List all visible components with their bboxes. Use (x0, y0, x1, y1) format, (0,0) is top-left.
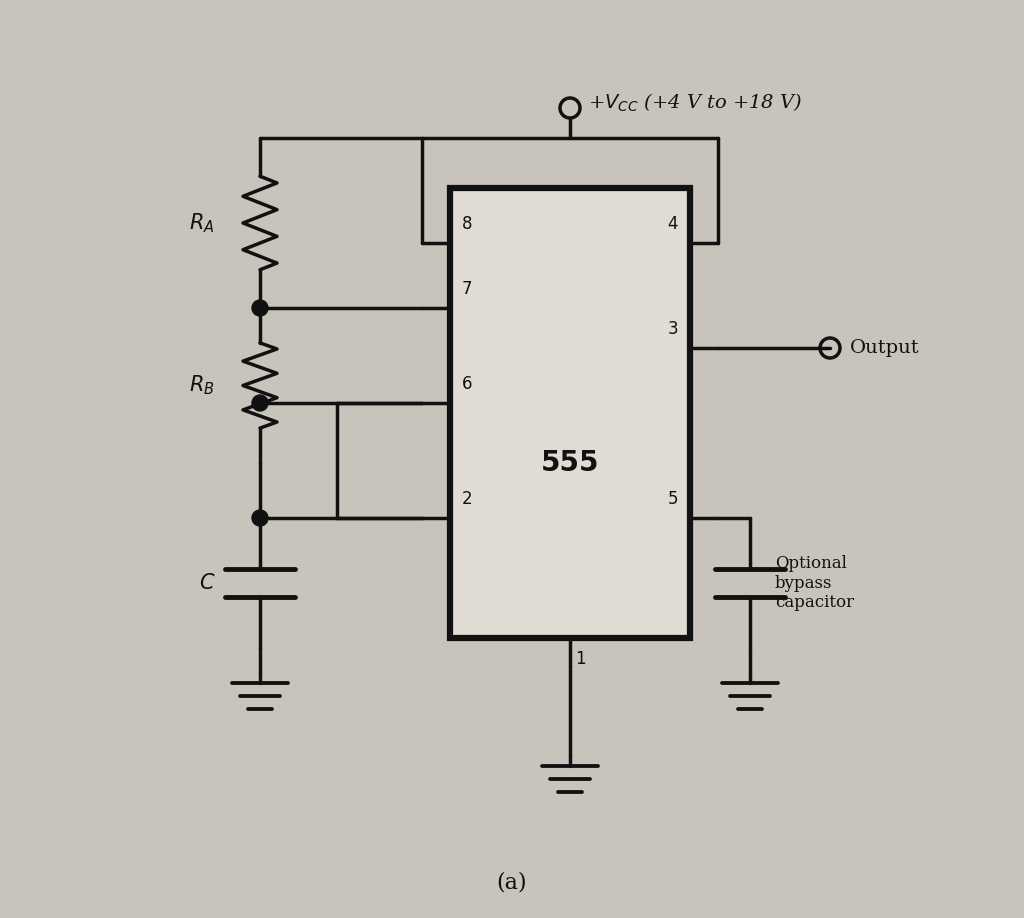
Text: 3: 3 (668, 320, 678, 338)
Text: $R_A$: $R_A$ (189, 211, 215, 235)
Text: +$V_{CC}$ (+4 V to +18 V): +$V_{CC}$ (+4 V to +18 V) (588, 92, 802, 114)
Text: 6: 6 (462, 375, 472, 393)
Text: 4: 4 (668, 215, 678, 233)
Text: 2: 2 (462, 490, 473, 508)
Text: 8: 8 (462, 215, 472, 233)
Text: 555: 555 (541, 449, 599, 477)
Text: 5: 5 (668, 490, 678, 508)
Circle shape (252, 510, 268, 526)
Bar (450, 188, 690, 638)
Text: 1: 1 (575, 650, 586, 668)
Text: 7: 7 (462, 280, 472, 298)
Text: $R_B$: $R_B$ (189, 374, 215, 397)
Circle shape (252, 300, 268, 316)
Text: (a): (a) (497, 872, 527, 894)
Text: Output: Output (850, 339, 920, 357)
Text: $C$: $C$ (199, 573, 215, 593)
Circle shape (252, 395, 268, 411)
Text: Optional
bypass
capacitor: Optional bypass capacitor (775, 554, 854, 611)
